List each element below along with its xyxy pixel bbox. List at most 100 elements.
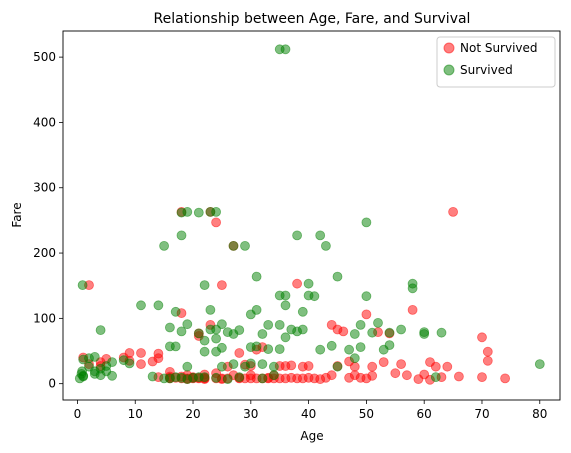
point-survived — [257, 373, 268, 384]
point-survived — [315, 344, 326, 355]
point-survived — [320, 240, 331, 251]
point-survived — [251, 341, 262, 352]
point-not-survived — [326, 370, 337, 381]
points-layer — [74, 44, 545, 385]
x-tick-label: 60 — [417, 407, 432, 421]
point-not-survived — [500, 373, 511, 384]
point-survived — [280, 332, 291, 343]
point-not-survived — [407, 304, 418, 315]
point-not-survived — [482, 346, 493, 357]
point-not-survived — [477, 332, 487, 343]
x-axis-label: Age — [300, 429, 323, 443]
point-survived — [257, 359, 268, 370]
y-tick-label: 300 — [33, 181, 56, 195]
point-survived — [355, 319, 366, 330]
point-not-survived — [390, 368, 401, 379]
point-not-survived — [378, 357, 389, 368]
point-not-survived — [286, 360, 297, 371]
x-tick-label: 50 — [359, 407, 374, 421]
legend: Not Survived Survived — [436, 36, 556, 88]
point-survived — [182, 319, 193, 330]
point-not-survived — [367, 370, 378, 381]
point-survived — [280, 44, 291, 55]
point-survived — [211, 333, 222, 344]
point-survived — [234, 325, 245, 336]
point-survived — [107, 370, 117, 381]
point-survived — [332, 271, 343, 282]
point-survived — [234, 372, 245, 383]
y-tick-label: 0 — [48, 377, 56, 391]
point-survived — [361, 291, 372, 302]
x-tick-label: 30 — [243, 407, 258, 421]
ticks-layer: 0 10 20 30 40 50 60 70 80 0 100 200 300 400 500 — [33, 50, 547, 421]
chart-title: Relationship between Age, Fare, and Surv… — [154, 11, 471, 27]
point-survived — [263, 319, 274, 330]
point-survived — [251, 271, 262, 282]
point-not-survived — [136, 348, 146, 358]
point-survived — [228, 240, 239, 251]
point-survived — [407, 283, 418, 294]
point-survived — [176, 230, 187, 241]
point-survived — [251, 304, 262, 315]
x-tick-label: 70 — [474, 407, 489, 421]
point-not-survived — [477, 372, 487, 383]
point-survived — [303, 278, 314, 289]
legend-marker-not-survived — [443, 42, 455, 54]
point-not-survived — [482, 355, 493, 366]
y-tick-label: 400 — [33, 115, 56, 129]
point-survived — [268, 361, 279, 372]
legend-box — [436, 36, 556, 88]
point-survived — [373, 317, 383, 328]
point-survived — [95, 325, 106, 336]
point-survived — [199, 372, 210, 383]
point-not-survived — [136, 359, 146, 370]
x-tick-label: 40 — [301, 407, 316, 421]
point-not-survived — [448, 206, 459, 217]
point-survived — [216, 361, 227, 372]
point-not-survived — [338, 326, 349, 337]
point-survived — [280, 300, 291, 311]
point-not-survived — [367, 361, 378, 372]
point-survived — [268, 370, 279, 381]
point-survived — [199, 280, 210, 291]
point-survived — [245, 358, 256, 369]
point-survived — [349, 329, 360, 339]
point-not-survived — [292, 278, 303, 289]
point-survived — [136, 300, 146, 311]
point-survived — [89, 351, 100, 362]
point-not-survived — [234, 348, 245, 358]
point-survived — [361, 217, 372, 228]
point-survived — [263, 344, 274, 355]
point-survived — [205, 304, 216, 315]
point-survived — [332, 361, 343, 372]
point-survived — [211, 372, 222, 383]
point-survived — [216, 342, 227, 353]
point-survived — [274, 344, 285, 355]
point-survived — [309, 291, 320, 302]
legend-label-survived: Survived — [460, 63, 513, 77]
point-survived — [344, 344, 355, 355]
point-survived — [228, 359, 239, 370]
y-tick-label: 200 — [33, 246, 56, 260]
point-not-survived — [303, 361, 314, 371]
x-tick-label: 20 — [185, 407, 200, 421]
x-tick-label: 80 — [532, 407, 547, 421]
point-survived — [170, 306, 181, 317]
point-survived — [193, 207, 204, 218]
point-not-survived — [349, 361, 360, 372]
point-survived — [147, 371, 158, 382]
y-tick-label: 500 — [33, 50, 56, 64]
point-not-survived — [430, 361, 441, 372]
point-survived — [222, 374, 233, 385]
point-not-survived — [442, 361, 453, 372]
x-tick-label: 0 — [74, 407, 82, 421]
y-axis-label: Fare — [10, 202, 24, 227]
point-survived — [159, 240, 170, 251]
point-not-survived — [216, 280, 227, 291]
point-survived — [280, 290, 291, 301]
point-survived — [396, 324, 407, 335]
point-survived — [384, 340, 395, 351]
point-not-survived — [396, 359, 407, 370]
point-survived — [367, 327, 378, 338]
